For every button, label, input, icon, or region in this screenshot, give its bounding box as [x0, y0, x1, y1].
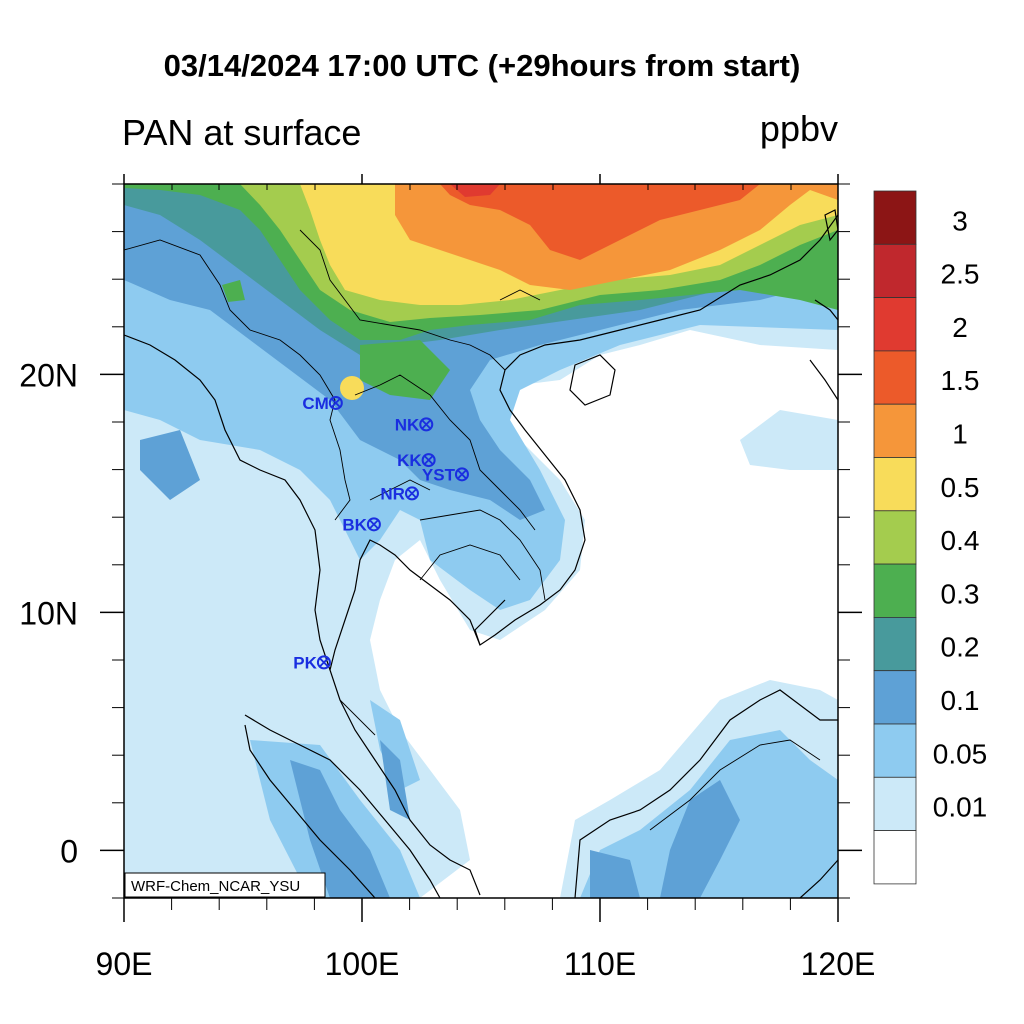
colorbar-segment: [873, 563, 917, 618]
minor-ticks: [171, 184, 792, 190]
coastlines: [124, 209, 838, 898]
colorbar-label: 3: [952, 205, 968, 236]
lon-tick-label: 120E: [801, 946, 876, 982]
units-label: ppbv: [759, 108, 838, 149]
colorbar: 3 2.5 2 1.5 1 0.5 0.4 0.3 0.2 0.1 0.05 0.01: [873, 190, 988, 885]
station-symbol: [454, 467, 469, 482]
colorbar-segment: [873, 723, 917, 778]
station-marker: NR: [380, 484, 419, 503]
colorbar-label: 0.4: [941, 525, 980, 556]
colorbar-label: 0.2: [941, 632, 980, 663]
station-label: NR: [380, 484, 405, 503]
station-label: CM: [302, 394, 328, 413]
colorbar-segment: [873, 776, 917, 831]
station-symbol: [421, 453, 436, 468]
colorbar-segment: [873, 830, 917, 885]
colorbar-segment: [873, 457, 917, 512]
colorbar-label: 0.1: [941, 685, 980, 716]
colorbar-label: 0.01: [933, 792, 988, 823]
station-symbol: [328, 395, 343, 410]
station-marker: PK: [293, 653, 331, 672]
colorbar-label: 1: [952, 419, 968, 450]
colorbar-label: 2.5: [941, 259, 980, 290]
lat-tick-label: 0: [60, 833, 78, 869]
station-label: YST: [422, 465, 456, 484]
colorbar-segment: [873, 243, 917, 299]
colorbar-label: 0.3: [941, 578, 980, 609]
colorbar-label: 1.5: [941, 365, 980, 396]
colorbar-segment: [873, 350, 917, 405]
colorbar-segment: [873, 190, 917, 245]
pan-field-2: [450, 184, 500, 197]
lon-tick-label: 100E: [325, 946, 400, 982]
colorbar-segment: [873, 670, 917, 725]
station-marker: CM: [302, 394, 343, 413]
station-label: BK: [342, 515, 367, 534]
plot-title: 03/14/2024 17:00 UTC (+29hours from star…: [163, 48, 801, 83]
station-marker: BK: [342, 515, 381, 534]
lat-tick-label: 20N: [19, 357, 78, 393]
station-marker: YST: [422, 465, 469, 484]
colorbar-segment: [873, 510, 917, 565]
credit-label: WRF-Chem_NCAR_YSU: [131, 878, 300, 895]
colorbar-label: 0.05: [933, 738, 988, 769]
station-symbol: [404, 486, 419, 501]
lat-tick-label: 10N: [19, 595, 78, 631]
station-symbol: [419, 417, 434, 432]
country-borders: [124, 229, 821, 831]
lon-tick-label: 110E: [564, 946, 636, 982]
station-label: KK: [397, 451, 422, 470]
colorbar-label: 0.5: [941, 472, 980, 503]
station-marker: NK: [395, 415, 434, 434]
station-symbol: [366, 517, 381, 532]
colorbar-segment: [873, 403, 917, 458]
station-label: PK: [293, 653, 317, 672]
credit-box: WRF-Chem_NCAR_YSU: [124, 872, 326, 898]
colorbar-segment: [873, 617, 917, 672]
colorbar-label: 2: [952, 312, 968, 343]
variable-label: PAN at surface: [122, 112, 362, 153]
axis-group: 90E 100E 110E 120E 0 10N 20N: [19, 174, 875, 982]
station-symbol: [316, 655, 331, 670]
station-marker: KK: [397, 451, 436, 470]
colorbar-segment: [873, 297, 917, 352]
lon-tick-label: 90E: [96, 946, 153, 982]
map-panel: [124, 184, 838, 898]
pan-field-1.5: [440, 184, 760, 260]
map-frame: [123, 183, 839, 899]
station-label: NK: [395, 415, 420, 434]
